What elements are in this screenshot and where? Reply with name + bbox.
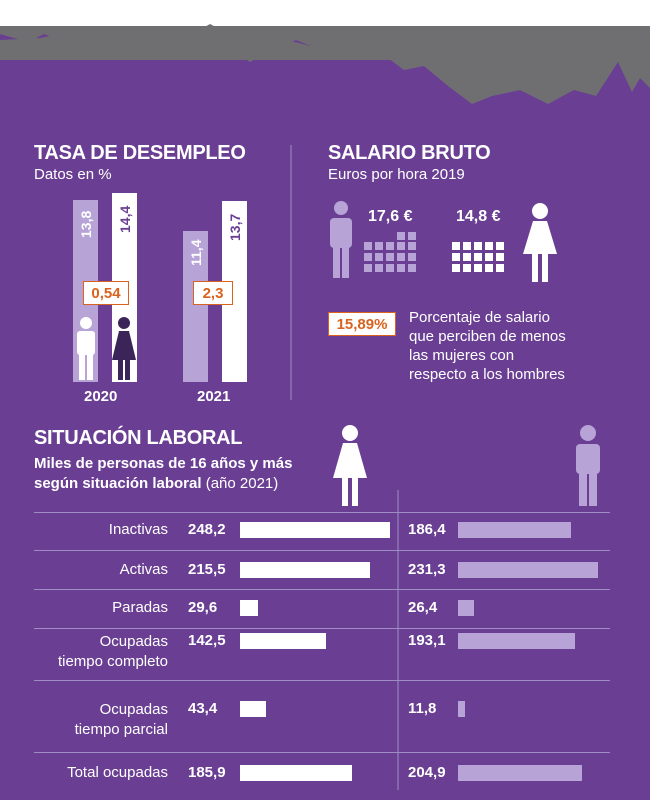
gap-2021: 2,3 bbox=[193, 281, 233, 305]
desempleo-title: TASA DE DESEMPLEO bbox=[34, 142, 246, 164]
man-figure-icon bbox=[77, 317, 95, 380]
value-2020-men: 13,8 bbox=[78, 210, 94, 238]
row-label-line: Ocupadas bbox=[99, 701, 168, 718]
men-bar bbox=[458, 633, 575, 649]
row-label-line: Total ocupadas bbox=[67, 764, 168, 781]
women-value-label: 43,4 bbox=[188, 700, 218, 717]
bar-2021-men bbox=[183, 231, 208, 382]
row-label-line: Inactivas bbox=[108, 521, 168, 538]
women-bar bbox=[240, 522, 390, 538]
top-white-strip bbox=[0, 0, 650, 26]
row-separator bbox=[34, 589, 610, 590]
women-value-label: 248,2 bbox=[188, 521, 226, 538]
row-label-line: Activas bbox=[119, 561, 168, 578]
men-bar bbox=[458, 562, 598, 578]
men-bar bbox=[458, 765, 582, 781]
row-label-line: Ocupadas bbox=[99, 633, 168, 650]
salario-subtitle: Euros por hora 2019 bbox=[328, 166, 465, 183]
men-value-label: 26,4 bbox=[408, 599, 438, 616]
mountain-upper-edge bbox=[0, 24, 650, 60]
row-label: Ocupadas tiempo parcial bbox=[75, 700, 168, 740]
gap-text-line: Porcentaje de salario bbox=[409, 309, 550, 326]
salario-gap-value: 15,89% bbox=[328, 312, 396, 336]
row-label-line: tiempo completo bbox=[57, 653, 168, 670]
man-figure-icon bbox=[330, 201, 352, 278]
women-bar bbox=[240, 562, 370, 578]
value-2021-women: 13,7 bbox=[227, 213, 243, 241]
salario-gap-text: Porcentaje de salario que perciben de me… bbox=[409, 308, 566, 384]
salario-title: SALARIO BRUTO bbox=[328, 142, 491, 164]
men-bar bbox=[458, 522, 571, 538]
men-value-label: 204,9 bbox=[408, 764, 446, 781]
row-label: Paradas bbox=[112, 598, 168, 618]
salario-men-value: 17,6 € bbox=[368, 208, 413, 225]
men-value-label: 11,8 bbox=[408, 700, 437, 717]
women-value-label: 185,9 bbox=[188, 764, 226, 781]
value-2020-women: 14,4 bbox=[117, 205, 133, 233]
men-value-label: 231,3 bbox=[408, 561, 446, 578]
row-separator bbox=[34, 550, 610, 551]
row-label-line: Paradas bbox=[112, 599, 168, 616]
desempleo-subtitle: Datos en % bbox=[34, 166, 112, 183]
subtitle-normal-part: (año 2021) bbox=[205, 475, 279, 492]
laboral-subtitle-line2: según situación laboral (año 2021) bbox=[34, 475, 278, 492]
subtitle-bold-part: según situación laboral bbox=[34, 475, 202, 492]
woman-figure-icon bbox=[112, 317, 136, 380]
dot-grid-icon bbox=[364, 232, 416, 272]
row-separator bbox=[34, 512, 610, 513]
dot-grid-icon bbox=[452, 242, 504, 272]
laboral-title: SITUACIÓN LABORAL bbox=[34, 427, 243, 449]
row-separator bbox=[34, 628, 610, 629]
row-separator bbox=[34, 680, 610, 681]
men-value-label: 186,4 bbox=[408, 521, 446, 538]
woman-figure-icon bbox=[523, 203, 557, 282]
gap-2020: 0,54 bbox=[83, 281, 129, 305]
men-value-label: 193,1 bbox=[408, 632, 446, 649]
man-figure-icon bbox=[576, 425, 600, 506]
row-label: Inactivas bbox=[109, 520, 168, 540]
woman-figure-icon bbox=[333, 425, 367, 506]
row-label: Total ocupadas bbox=[67, 763, 168, 783]
gap-text-line: que perciben de menos bbox=[409, 328, 566, 345]
laboral-subtitle-line1: Miles de personas de 16 años y más bbox=[34, 455, 293, 472]
women-bar bbox=[240, 600, 258, 616]
women-value-label: 142,5 bbox=[188, 632, 226, 649]
row-label: Activas bbox=[120, 560, 168, 580]
women-bar bbox=[240, 633, 326, 649]
gap-text-line: las mujeres con bbox=[409, 347, 515, 364]
value-2021-men: 11,4 bbox=[188, 239, 204, 266]
gap-text-line: respecto a los hombres bbox=[409, 366, 565, 383]
women-bar bbox=[240, 701, 266, 717]
year-2021: 2021 bbox=[197, 388, 231, 405]
women-value-label: 215,5 bbox=[188, 561, 226, 578]
year-2020: 2020 bbox=[84, 388, 118, 405]
women-bar bbox=[240, 765, 352, 781]
men-bar bbox=[458, 600, 474, 616]
row-label: Ocupadas tiempo completo bbox=[58, 632, 168, 672]
row-separator bbox=[34, 752, 610, 753]
men-bar bbox=[458, 701, 465, 717]
row-label-line: tiempo parcial bbox=[74, 721, 168, 738]
salario-women-value: 14,8 € bbox=[456, 208, 501, 225]
women-value-label: 29,6 bbox=[188, 599, 218, 616]
